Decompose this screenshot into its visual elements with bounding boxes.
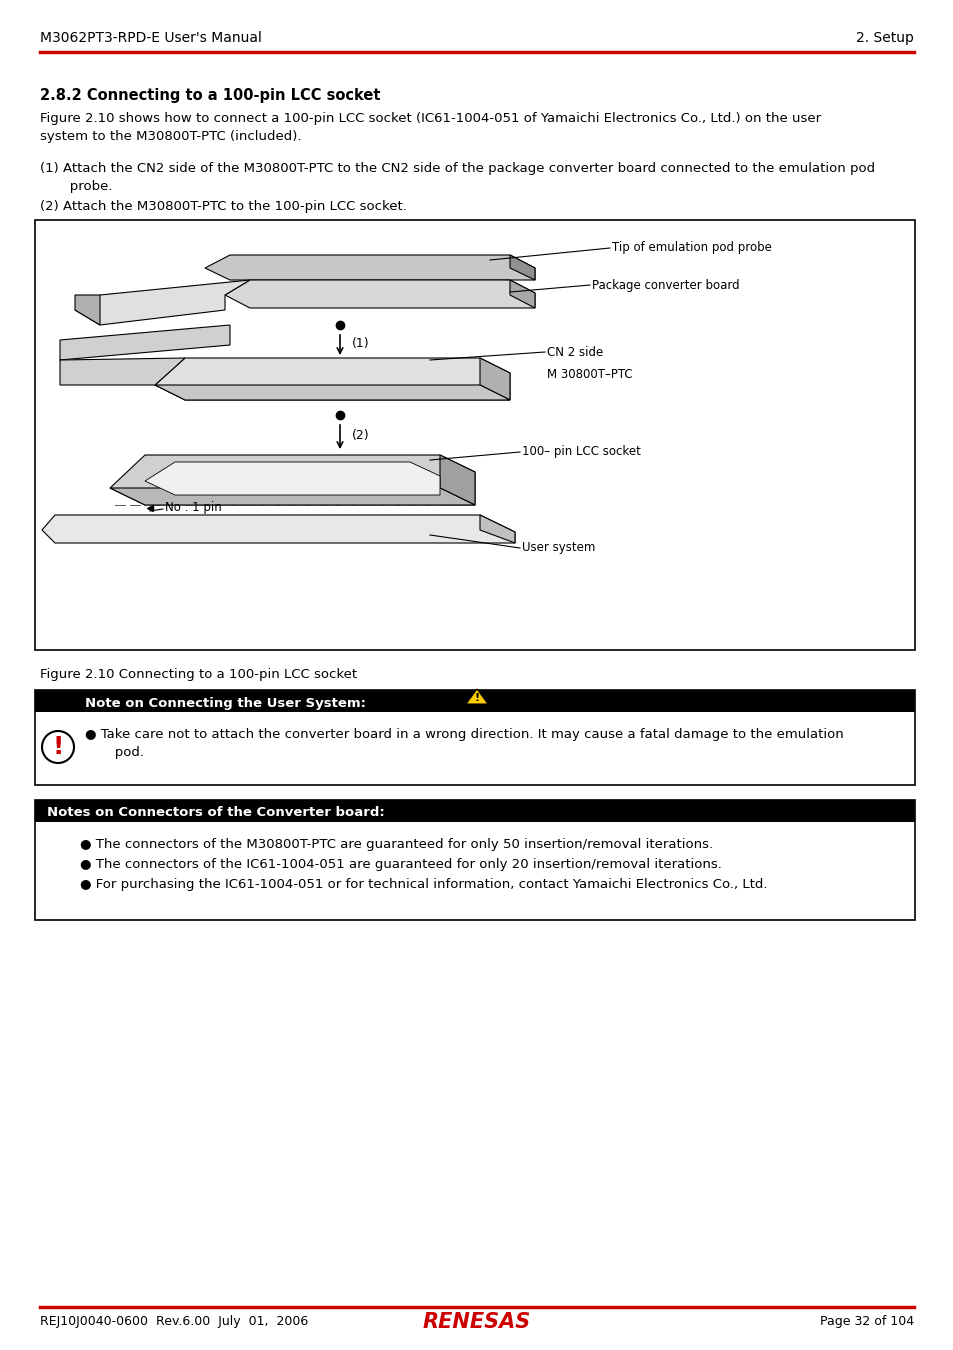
Text: ● For purchasing the IC61-1004-051 or for technical information, contact Yamaich: ● For purchasing the IC61-1004-051 or fo… bbox=[80, 878, 767, 891]
Text: M 30800T–PTC: M 30800T–PTC bbox=[546, 369, 632, 382]
Text: (2): (2) bbox=[352, 428, 369, 441]
Bar bbox=[35, 220, 914, 649]
Text: Notes on Connectors of the Converter board:: Notes on Connectors of the Converter boa… bbox=[47, 806, 384, 819]
Polygon shape bbox=[510, 279, 535, 308]
Polygon shape bbox=[154, 385, 510, 400]
Polygon shape bbox=[439, 455, 475, 505]
Text: Note on Connecting the User System:: Note on Connecting the User System: bbox=[85, 697, 366, 710]
Text: Page 32 of 104: Page 32 of 104 bbox=[819, 1315, 913, 1328]
Bar bbox=[35, 690, 914, 711]
Text: pod.: pod. bbox=[85, 747, 144, 759]
Text: Package converter board: Package converter board bbox=[592, 278, 739, 292]
Text: Figure 2.10 Connecting to a 100-pin LCC socket: Figure 2.10 Connecting to a 100-pin LCC … bbox=[40, 668, 356, 680]
Polygon shape bbox=[465, 688, 488, 703]
Polygon shape bbox=[225, 279, 535, 308]
Text: Tip of emulation pod probe: Tip of emulation pod probe bbox=[612, 242, 771, 255]
Polygon shape bbox=[60, 358, 185, 385]
Text: (2) Attach the M30800T-PTC to the 100-pin LCC socket.: (2) Attach the M30800T-PTC to the 100-pi… bbox=[40, 200, 406, 213]
Text: ● Take care not to attach the converter board in a wrong direction. It may cause: ● Take care not to attach the converter … bbox=[85, 728, 842, 741]
Circle shape bbox=[42, 730, 74, 763]
Text: !: ! bbox=[52, 734, 64, 759]
Text: CN 2 side: CN 2 side bbox=[546, 346, 602, 359]
Polygon shape bbox=[510, 255, 535, 279]
Polygon shape bbox=[205, 255, 535, 279]
Polygon shape bbox=[110, 487, 475, 505]
Text: system to the M30800T-PTC (included).: system to the M30800T-PTC (included). bbox=[40, 130, 301, 143]
Polygon shape bbox=[479, 358, 510, 400]
Text: 2. Setup: 2. Setup bbox=[855, 31, 913, 45]
Polygon shape bbox=[60, 325, 230, 360]
Text: REJ10J0040-0600  Rev.6.00  July  01,  2006: REJ10J0040-0600 Rev.6.00 July 01, 2006 bbox=[40, 1315, 308, 1328]
Polygon shape bbox=[154, 358, 510, 400]
Text: No . 1 pin: No . 1 pin bbox=[165, 501, 221, 513]
Text: probe.: probe. bbox=[40, 180, 112, 193]
Text: User system: User system bbox=[521, 541, 595, 555]
Text: (1): (1) bbox=[352, 336, 369, 350]
Text: (1) Attach the CN2 side of the M30800T-PTC to the CN2 side of the package conver: (1) Attach the CN2 side of the M30800T-P… bbox=[40, 162, 874, 176]
Polygon shape bbox=[110, 455, 475, 505]
Text: M3062PT3-RPD-E User's Manual: M3062PT3-RPD-E User's Manual bbox=[40, 31, 262, 45]
Polygon shape bbox=[75, 296, 100, 325]
Text: Figure 2.10 shows how to connect a 100-pin LCC socket (IC61-1004-051 of Yamaichi: Figure 2.10 shows how to connect a 100-p… bbox=[40, 112, 821, 126]
Bar bbox=[35, 690, 914, 784]
Text: ● The connectors of the M30800T-PTC are guaranteed for only 50 insertion/removal: ● The connectors of the M30800T-PTC are … bbox=[80, 838, 713, 850]
Bar bbox=[35, 801, 914, 822]
Polygon shape bbox=[479, 514, 515, 543]
Polygon shape bbox=[145, 462, 439, 495]
Text: ● The connectors of the IC61-1004-051 are guaranteed for only 20 insertion/remov: ● The connectors of the IC61-1004-051 ar… bbox=[80, 859, 721, 871]
Polygon shape bbox=[42, 514, 515, 543]
Text: RENESAS: RENESAS bbox=[422, 1312, 531, 1332]
Text: 2.8.2 Connecting to a 100-pin LCC socket: 2.8.2 Connecting to a 100-pin LCC socket bbox=[40, 88, 380, 103]
Text: !: ! bbox=[474, 693, 479, 703]
Bar bbox=[35, 801, 914, 919]
Polygon shape bbox=[75, 279, 250, 325]
Text: 100– pin LCC socket: 100– pin LCC socket bbox=[521, 446, 640, 459]
